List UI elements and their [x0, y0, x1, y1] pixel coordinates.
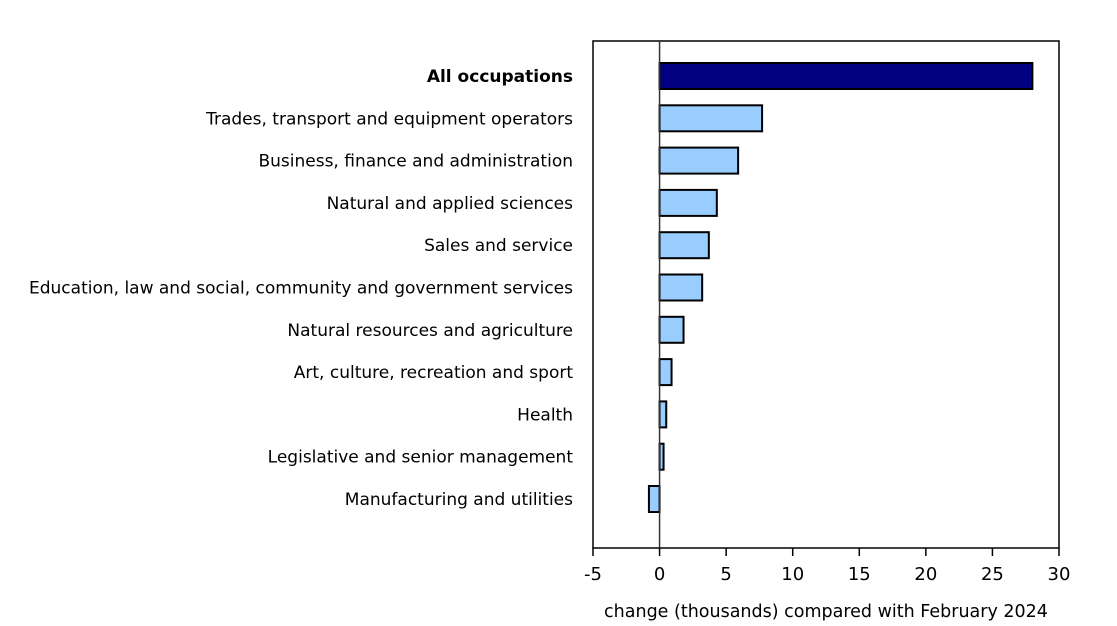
plot-frame [592, 40, 1060, 549]
category-label: Health [517, 405, 573, 425]
bar [658, 104, 764, 133]
bar [658, 146, 740, 175]
bar [658, 400, 668, 429]
category-label: Education, law and social, community and… [29, 279, 573, 299]
x-tick-label: 10 [781, 564, 804, 585]
category-label: Manufacturing and utilities [345, 490, 573, 510]
category-label: Art, culture, recreation and sport [294, 363, 574, 383]
x-tick-label: 25 [981, 564, 1004, 585]
bar [658, 62, 1034, 90]
category-label: Legislative and senior management [268, 448, 574, 468]
category-label: All occupations [427, 67, 573, 87]
bar [658, 315, 685, 344]
x-tick-label: 0 [654, 564, 665, 585]
bar [647, 485, 661, 513]
category-label: Natural and applied sciences [327, 194, 574, 214]
x-tick-label: 5 [720, 564, 731, 585]
category-label: Sales and service [424, 236, 573, 256]
bar [658, 273, 704, 302]
x-axis-label: change (thousands) compared with Februar… [604, 602, 1048, 622]
x-tick-label: 30 [1048, 564, 1071, 585]
x-tick-label: 15 [848, 564, 871, 585]
x-tick-label: -5 [584, 564, 602, 585]
category-label: Trades, transport and equipment operator… [205, 109, 573, 129]
x-tick-label: 20 [914, 564, 937, 585]
bar [658, 231, 710, 260]
bar [658, 188, 718, 217]
bar [658, 358, 673, 387]
category-label: Natural resources and agriculture [287, 321, 573, 341]
category-label: Business, finance and administration [258, 152, 573, 172]
